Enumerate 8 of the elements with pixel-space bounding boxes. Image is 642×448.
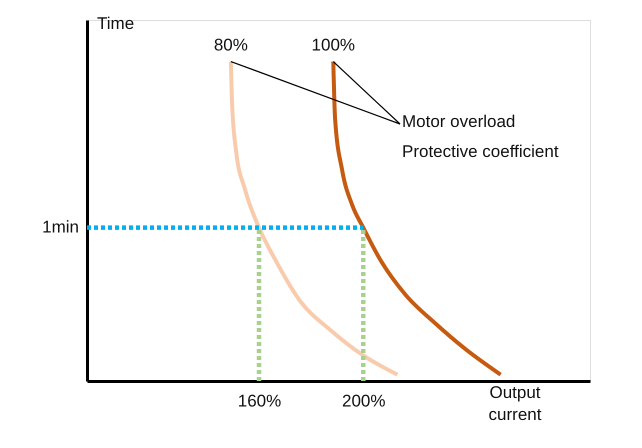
text: 1min bbox=[42, 218, 79, 237]
x-tick-label: 200% bbox=[342, 392, 386, 410]
series-label: 80% bbox=[214, 36, 248, 55]
y-axis-title: Time bbox=[97, 14, 134, 33]
series-label: 100% bbox=[312, 36, 356, 55]
annotation: Motor overload Protective coefficient bbox=[402, 112, 559, 161]
x-axis-title: Output current bbox=[488, 383, 542, 424]
x-tick-label: 160% bbox=[238, 392, 282, 410]
